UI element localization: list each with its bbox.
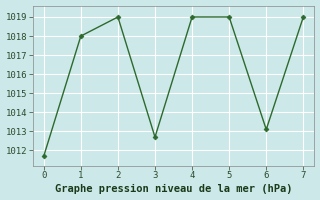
X-axis label: Graphe pression niveau de la mer (hPa): Graphe pression niveau de la mer (hPa) [55, 184, 292, 194]
